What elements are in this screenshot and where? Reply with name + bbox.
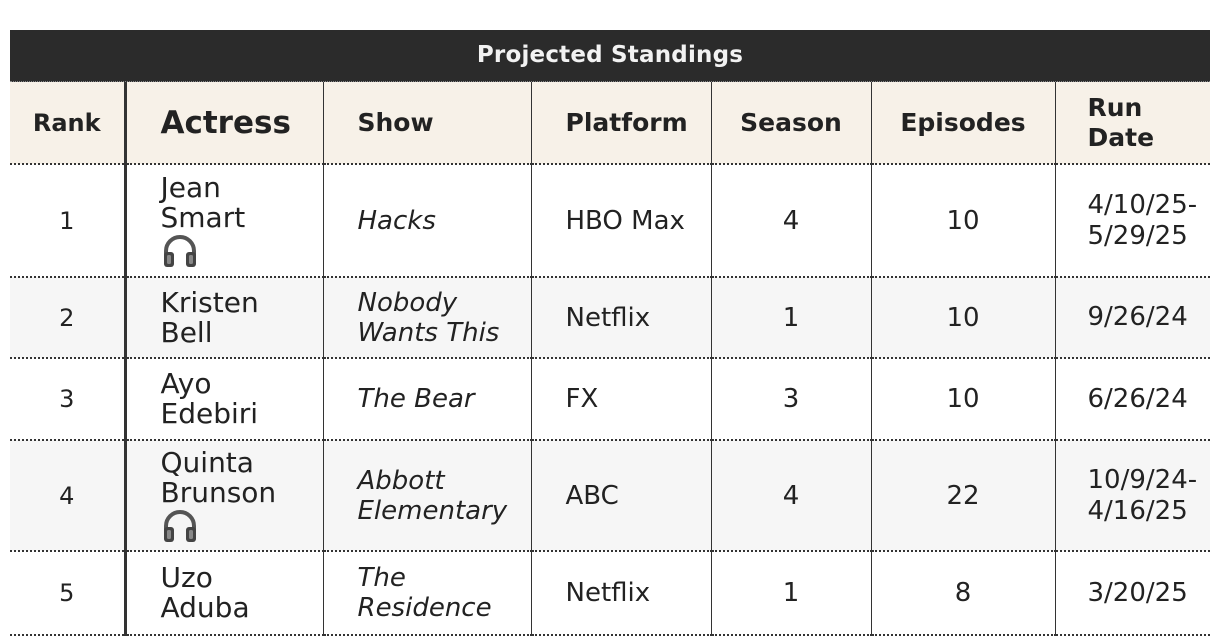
rank-cell: 3 <box>10 358 127 441</box>
table-row: 1 Jean Smart Hacks <box>10 164 1210 278</box>
show-cell: The Bear <box>323 358 532 441</box>
show-title-line2: Residence <box>357 593 492 623</box>
show-title-line2: Elementary <box>357 495 508 526</box>
actress-cell: Jean Smart <box>125 164 324 278</box>
standings-table: Rank Actress Show Platform Season Episod… <box>10 82 1210 636</box>
header-run-date-line2: Date <box>1087 122 1155 152</box>
actress-last-name: Bell <box>160 315 213 349</box>
rank-cell: 4 <box>10 440 127 552</box>
header-show: Show <box>323 82 532 165</box>
show-title-line1: Nobody <box>357 287 458 318</box>
show-title-line2: Wants This <box>357 317 500 348</box>
episodes-cell: 10 <box>871 358 1056 441</box>
headphones-icon <box>161 233 323 269</box>
headphones-icon <box>161 508 323 544</box>
run-date-line1: 6/26/24 <box>1087 383 1188 414</box>
show-title-line1: Hacks <box>357 205 436 236</box>
run-date-line2: 5/29/25 <box>1087 220 1188 251</box>
platform-cell: FX <box>531 358 712 441</box>
header-run-date: Run Date <box>1055 82 1210 165</box>
actress-first-name: Quinta <box>160 445 254 479</box>
season-cell: 4 <box>711 440 872 552</box>
episodes-cell: 22 <box>871 440 1056 552</box>
table-row: 4 Quinta Brunson Abb <box>10 440 1210 552</box>
rank-cell: 2 <box>10 277 127 359</box>
run-date-cell: 4/10/25- 5/29/25 <box>1055 164 1210 278</box>
table-title: Projected Standings <box>10 30 1210 82</box>
season-cell: 1 <box>711 277 872 359</box>
episodes-cell: 8 <box>871 551 1056 636</box>
header-rank: Rank <box>10 82 127 165</box>
actress-cell: Ayo Edebiri <box>125 358 324 441</box>
actress-last-name: Brunson <box>160 475 277 509</box>
run-date-cell: 10/9/24- 4/16/25 <box>1055 440 1210 552</box>
actress-last-name: Edebiri <box>160 397 259 430</box>
actress-cell: Kristen Bell <box>125 277 324 359</box>
episodes-cell: 10 <box>871 164 1056 278</box>
table-row: 5 Uzo Aduba The Residence Netflix 1 8 3/… <box>10 551 1210 636</box>
run-date-line1: 4/10/25- <box>1087 189 1198 220</box>
standings-table-container: Projected Standings Rank Actress Show Pl… <box>10 30 1210 636</box>
platform-cell: Netflix <box>531 551 712 636</box>
run-date-line1: 10/9/24- <box>1087 464 1198 495</box>
platform-cell: HBO Max <box>531 164 712 278</box>
header-row: Rank Actress Show Platform Season Episod… <box>10 82 1210 165</box>
actress-last-name: Aduba <box>160 591 250 624</box>
show-title-line1: The Bear <box>357 384 475 414</box>
run-date-line1: 3/20/25 <box>1087 577 1188 608</box>
header-episodes: Episodes <box>871 82 1056 165</box>
run-date-cell: 9/26/24 <box>1055 277 1210 359</box>
rank-cell: 5 <box>10 551 127 636</box>
episodes-cell: 10 <box>871 277 1056 359</box>
header-platform: Platform <box>531 82 712 165</box>
header-season: Season <box>711 82 872 165</box>
table-row: 2 Kristen Bell Nobody Wants This Netflix… <box>10 277 1210 359</box>
season-cell: 4 <box>711 164 872 278</box>
show-cell: Hacks <box>323 164 532 278</box>
run-date-line2: 4/16/25 <box>1087 495 1188 526</box>
actress-first-name: Jean <box>160 170 221 204</box>
run-date-line1: 9/26/24 <box>1087 302 1188 332</box>
show-cell: The Residence <box>323 551 532 636</box>
actress-cell: Quinta Brunson <box>125 440 324 552</box>
show-cell: Abbott Elementary <box>323 440 532 552</box>
rank-cell: 1 <box>10 164 127 278</box>
actress-first-name: Ayo <box>160 367 212 400</box>
show-cell: Nobody Wants This <box>323 277 532 359</box>
show-title-line1: The <box>357 563 406 593</box>
run-date-cell: 3/20/25 <box>1055 551 1210 636</box>
platform-cell: Netflix <box>531 277 712 359</box>
header-actress: Actress <box>125 82 324 165</box>
platform-cell: ABC <box>531 440 712 552</box>
actress-first-name: Kristen <box>160 285 259 319</box>
season-cell: 3 <box>711 358 872 441</box>
run-date-cell: 6/26/24 <box>1055 358 1210 441</box>
season-cell: 1 <box>711 551 872 636</box>
actress-first-name: Uzo <box>160 561 213 594</box>
show-title-line1: Abbott <box>357 465 445 496</box>
header-run-date-line1: Run <box>1087 92 1143 122</box>
actress-cell: Uzo Aduba <box>125 551 324 636</box>
table-row: 3 Ayo Edebiri The Bear FX 3 10 6/26/24 <box>10 358 1210 441</box>
actress-last-name: Smart <box>160 200 246 234</box>
